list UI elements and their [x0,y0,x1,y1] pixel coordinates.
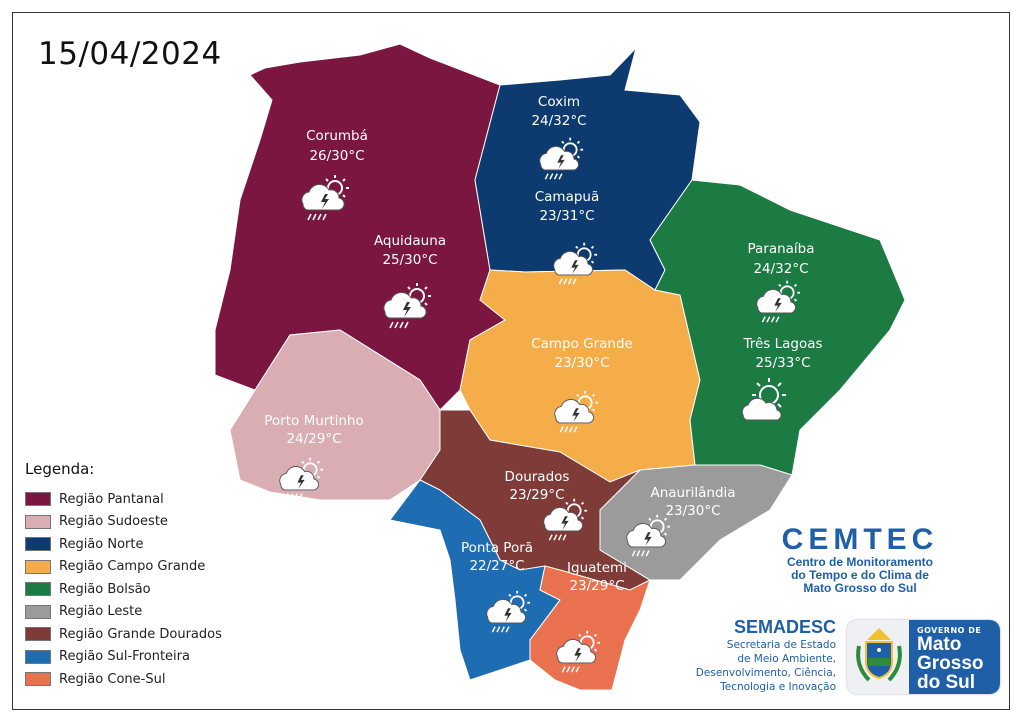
legend-label: Região Sul-Fronteira [59,649,190,665]
city-temp: 23/30°C [665,503,720,519]
legend-item-sudoeste: Região Sudoeste [25,511,222,534]
city-camapua: Camapuã 23/31°C [535,189,600,286]
legend-item-leste: Região Leste [25,601,222,624]
legend-item-grande-dourados: Região Grande Dourados [25,623,222,646]
legend-swatch [25,492,51,507]
cemtec-logo: CEMTEC Centro de Monitoramento do Tempo … [770,524,950,595]
city-aquidauna: Aquidauna 25/30°C [374,233,446,329]
cemtec-subtitle: do Tempo e do Clima de [791,568,929,582]
legend-swatch [25,604,51,619]
city-name: Ponta Porã [461,540,533,556]
legend-item-sul-fronteira: Região Sul-Fronteira [25,646,222,669]
legend-swatch [25,559,51,574]
city-name: Paranaíba [747,241,814,257]
city-paranaiba: Paranaíba 24/32°C [747,241,815,324]
city-temp: 24/32°C [531,113,586,129]
city-name: Aquidauna [374,233,446,249]
legend-label: Região Norte [59,536,144,552]
city-name: Dourados [505,469,570,485]
cemtec-subtitle: Mato Grosso do Sul [803,581,917,595]
city-temp: 25/30°C [382,252,437,268]
legend-swatch [25,537,51,552]
cemtec-subtitle: Centro de Monitoramento [787,555,933,569]
forecast-date: 15/04/2024 [38,36,222,72]
legend-label: Região Leste [59,604,143,620]
legend-item-bolsao: Região Bolsão [25,578,222,601]
legend-swatch [25,672,51,687]
coat-of-arms-icon [856,628,902,682]
city-temp: 23/29°C [569,578,624,594]
city-name: Anaurilândia [650,485,735,501]
city-ponta-pora: Ponta Porã 22/27°C [461,540,533,634]
legend-swatch [25,582,51,597]
governo-label: GOVERNO DE [917,626,982,635]
city-temp: 23/30°C [554,355,609,371]
legend-label: Região Grande Dourados [59,626,222,642]
semadesc-subtitle: Desenvolvimento, Ciência, [695,667,836,679]
legend-label: Região Cone-Sul [59,671,166,687]
city-campo-grande: Campo Grande 23/30°C [531,336,633,434]
legend-item-cone-sul: Região Cone-Sul [25,668,222,691]
legend-label: Região Bolsão [59,581,151,597]
city-name: Três Lagoas [742,336,822,352]
legend-label: Região Pantanal [59,491,164,507]
map-frame [12,12,1010,710]
governo-panel: GOVERNO DE Mato Grosso do Sul [909,620,1000,694]
semadesc-subtitle: de Meio Ambiente, [737,653,836,665]
city-name: Corumbá [306,128,368,144]
legend-swatch [25,627,51,642]
legend-title: Legenda: [25,460,95,478]
city-temp: 25/33°C [755,355,810,371]
legend-item-norte: Região Norte [25,533,222,556]
city-anaurilandia: Anaurilândia 23/30°C [625,485,736,558]
city-name: Coxim [538,94,580,110]
governo-state: do Sul [917,672,976,693]
semadesc-name: SEMADESC [733,617,836,637]
region-sudoeste [229,329,441,501]
semadesc-subtitle: Secretaria de Estado [726,639,836,651]
legend-swatch [25,514,51,529]
legend-item-campo-grande: Região Campo Grande [25,556,222,579]
city-temp: 23/29°C [509,487,564,503]
city-name: Camapuã [535,189,600,205]
city-temp: 24/29°C [286,431,341,447]
city-porto-murtinho: Porto Murtinho 24/29°C [264,413,364,501]
city-temp: 22/27°C [469,558,524,574]
city-dourados: Dourados 23/29°C [505,469,589,542]
governo-state: Grosso [917,653,984,674]
city-name: Iguatemi [567,560,627,576]
city-iguatemi: Iguatemi 23/29°C [555,560,627,674]
semadesc-logo: SEMADESC Secretaria de Estado de Meio Am… [690,616,836,694]
legend-item-pantanal: Região Pantanal [25,488,222,511]
city-temp: 26/30°C [309,148,364,164]
city-name: Campo Grande [531,336,633,352]
legend: Legenda: Região Pantanal Região Sudoeste… [25,460,222,691]
city-tres-lagoas: Três Lagoas 25/33°C [741,336,823,422]
region-leste [599,464,793,581]
legend-swatch [25,649,51,664]
city-temp: 23/31°C [539,208,594,224]
legend-label: Região Campo Grande [59,559,206,575]
city-coxim: Coxim 24/32°C [531,94,587,181]
legend-label: Região Sudoeste [59,514,168,530]
semadesc-subtitle: Tecnologia e Inovação [720,681,836,693]
governo-state: Mato [917,634,962,655]
city-corumba: Corumbá 26/30°C [300,128,368,221]
city-name: Porto Murtinho [264,413,363,429]
city-temp: 24/32°C [753,261,808,277]
cemtec-name: CEMTEC [781,523,939,556]
governo-ms-logo: GOVERNO DE Mato Grosso do Sul [847,620,1000,694]
